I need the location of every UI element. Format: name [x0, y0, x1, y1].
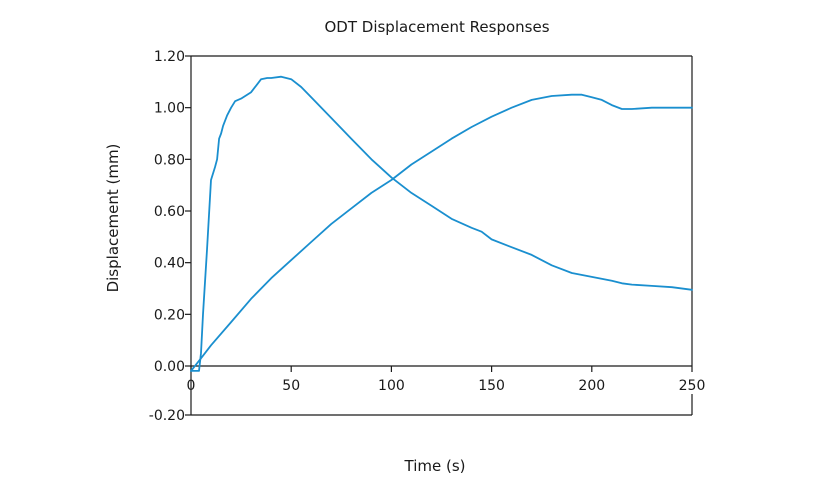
x-tick-label: 150: [478, 378, 505, 394]
y-axis-title: Displacement (mm): [104, 144, 122, 293]
y-tick-label: 0.40: [154, 256, 185, 272]
x-axis-ticks: 0 50 100 150 200 250: [187, 366, 706, 394]
series-group: [190, 75, 693, 372]
x-tick-label: 200: [578, 378, 605, 394]
chart-title: ODT Displacement Responses: [324, 18, 549, 36]
y-tick-label: 1.00: [154, 101, 185, 117]
y-tick-label: 0.80: [154, 152, 185, 168]
x-tick-label: 250: [679, 378, 706, 394]
y-tick-label: 0.60: [154, 204, 185, 220]
plot-area: [190, 55, 693, 416]
x-tick-label: 0: [187, 378, 196, 394]
series-line-2: [190, 93, 693, 372]
y-tick-label: -0.20: [149, 408, 185, 424]
y-axis-ticks: -0.20 0.00 0.20 0.40 0.60 0.80 1.00 1.20: [149, 49, 191, 424]
y-tick-label: 0.00: [154, 359, 185, 375]
y-tick-label: 0.20: [154, 307, 185, 323]
y-tick-label: 1.20: [154, 49, 185, 65]
series-line-1: [190, 75, 693, 372]
x-tick-label: 50: [282, 378, 300, 394]
x-axis-title: Time (s): [404, 457, 466, 475]
x-tick-label: 100: [378, 378, 405, 394]
